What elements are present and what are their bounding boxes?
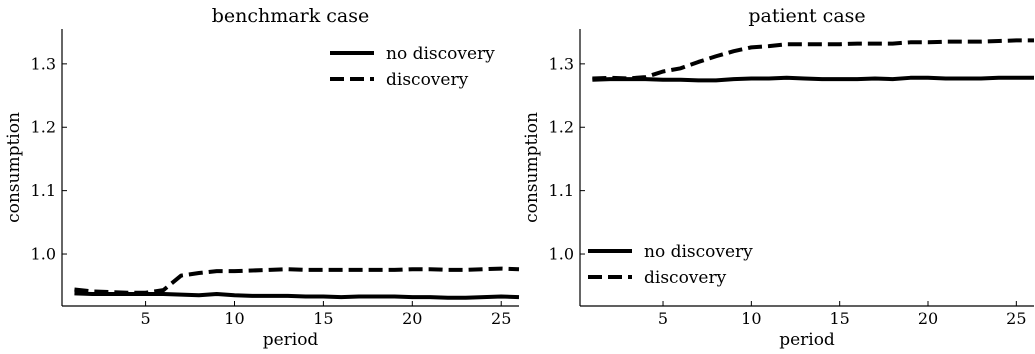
y-axis-label: consumption — [522, 112, 542, 223]
y-tick-label: 1.0 — [31, 245, 56, 264]
chart-title: benchmark case — [212, 5, 369, 27]
chart-panel-benchmark: benchmark case 5 10 15 20 25 1.0 1.1 1.2 1.3 perio… — [4, 5, 520, 350]
x-tick-label: 5 — [140, 309, 150, 328]
x-axis-label: period — [779, 330, 835, 350]
series-line-discovery — [74, 266, 520, 295]
series-line-discovery — [592, 38, 1034, 81]
x-axis-label: period — [263, 330, 319, 350]
series-line-no-discovery — [74, 291, 520, 300]
y-axis-label: consumption — [4, 112, 24, 223]
legend-label: no discovery — [386, 44, 495, 64]
series-line-no-discovery — [592, 75, 1034, 83]
y-tick-label: 1.0 — [549, 245, 574, 264]
x-tick-label: 25 — [1006, 309, 1026, 328]
x-tick-label: 15 — [313, 309, 333, 328]
y-tick-label: 1.3 — [549, 54, 574, 73]
y-tick-label: 1.3 — [31, 54, 56, 73]
y-tick-label: 1.2 — [31, 118, 56, 137]
x-tick-label: 5 — [658, 309, 668, 328]
y-tick-label: 1.1 — [31, 181, 56, 200]
x-tick-label: 20 — [918, 309, 938, 328]
legend-label: discovery — [644, 268, 727, 288]
legend-label: no discovery — [644, 242, 753, 262]
chart-title: patient case — [748, 5, 865, 27]
legend-label: discovery — [386, 70, 469, 90]
x-tick-label: 20 — [402, 309, 422, 328]
x-tick-label: 25 — [491, 309, 511, 328]
x-tick-label: 15 — [830, 309, 850, 328]
y-tick-label: 1.1 — [549, 181, 574, 200]
x-tick-label: 10 — [224, 309, 244, 328]
y-tick-label: 1.2 — [549, 118, 574, 137]
chart-panel-patient: patient case 5 10 15 20 25 1.0 1.1 1.2 1.3 period c… — [522, 5, 1034, 350]
x-tick-label: 10 — [741, 309, 761, 328]
